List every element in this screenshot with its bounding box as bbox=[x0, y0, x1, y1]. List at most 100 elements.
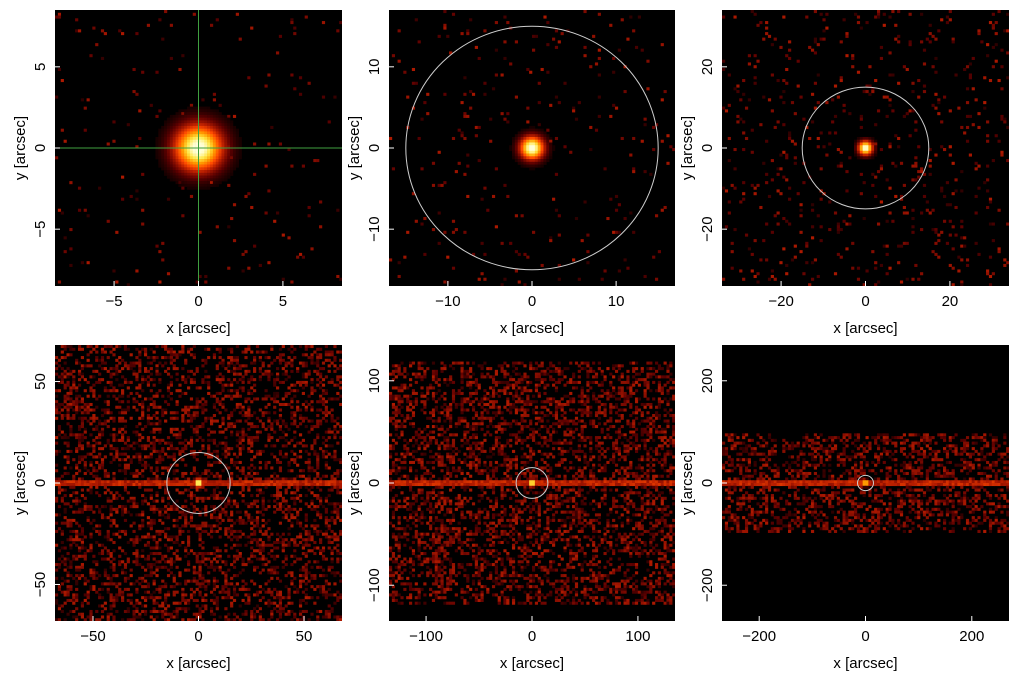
image-pixel bbox=[321, 383, 326, 387]
image-pixel bbox=[187, 488, 191, 492]
image-pixel bbox=[75, 29, 79, 33]
image-pixel bbox=[75, 535, 79, 539]
image-pixel bbox=[55, 480, 59, 484]
image-pixel bbox=[178, 150, 182, 154]
image-pixel bbox=[799, 214, 803, 218]
image-pixel bbox=[316, 510, 320, 514]
image-pixel bbox=[201, 552, 205, 556]
image-pixel bbox=[333, 356, 337, 360]
image-pixel bbox=[155, 394, 159, 398]
image-pixel bbox=[301, 361, 305, 365]
image-pixel bbox=[207, 444, 211, 448]
image-pixel bbox=[597, 73, 601, 77]
image-pixel bbox=[135, 145, 139, 149]
image-pixel bbox=[988, 255, 993, 259]
image-pixel bbox=[253, 411, 257, 415]
image-pixel bbox=[296, 408, 300, 412]
image-pixel bbox=[60, 488, 64, 492]
image-pixel bbox=[106, 356, 110, 360]
image-pixel bbox=[324, 529, 328, 533]
image-pixel bbox=[118, 427, 122, 431]
image-pixel bbox=[284, 491, 288, 495]
image-pixel bbox=[92, 554, 96, 558]
image-pixel bbox=[221, 161, 225, 165]
image-pixel bbox=[155, 148, 159, 152]
image-pixel bbox=[232, 136, 237, 141]
image-pixel bbox=[209, 134, 214, 138]
image-pixel bbox=[250, 538, 254, 542]
image-pixel bbox=[184, 463, 188, 467]
image-pixel bbox=[221, 156, 225, 160]
image-pixel bbox=[974, 167, 978, 171]
image-pixel bbox=[149, 552, 153, 556]
image-pixel bbox=[788, 197, 792, 201]
image-pixel bbox=[135, 505, 139, 509]
image-pixel bbox=[75, 521, 79, 525]
image-pixel bbox=[201, 397, 205, 401]
image-pixel bbox=[313, 540, 317, 545]
image-pixel bbox=[290, 361, 294, 365]
image-pixel bbox=[215, 156, 219, 160]
image-pixel bbox=[198, 496, 202, 500]
image-pixel bbox=[523, 283, 527, 286]
image-pixel bbox=[149, 389, 153, 393]
image-pixel bbox=[55, 367, 59, 371]
image-pixel bbox=[951, 225, 955, 229]
image-pixel bbox=[224, 532, 228, 536]
image-pixel bbox=[290, 18, 294, 22]
image-pixel bbox=[238, 145, 242, 149]
image-pixel bbox=[543, 131, 547, 135]
image-pixel bbox=[175, 389, 179, 393]
image-pixel bbox=[218, 112, 222, 116]
image-pixel bbox=[175, 477, 179, 481]
image-pixel bbox=[327, 502, 331, 506]
image-pixel bbox=[172, 145, 176, 149]
image-pixel bbox=[118, 430, 122, 434]
image-pixel bbox=[126, 347, 130, 351]
image-pixel bbox=[813, 258, 818, 262]
image-pixel bbox=[321, 532, 326, 536]
image-pixel bbox=[816, 145, 820, 149]
image-pixel bbox=[727, 159, 731, 163]
image-pixel bbox=[149, 518, 153, 522]
image-pixel bbox=[189, 483, 194, 487]
image-pixel bbox=[77, 345, 82, 349]
image-pixel bbox=[284, 513, 288, 517]
image-pixel bbox=[161, 471, 165, 476]
image-pixel bbox=[319, 400, 323, 404]
image-pixel bbox=[270, 549, 274, 553]
image-pixel bbox=[862, 150, 866, 154]
image-pixel bbox=[169, 161, 173, 165]
image-pixel bbox=[100, 433, 105, 437]
image-pixel bbox=[411, 106, 416, 110]
image-pixel bbox=[261, 546, 265, 550]
image-pixel bbox=[195, 369, 199, 373]
image-pixel bbox=[785, 54, 789, 58]
image-pixel bbox=[537, 134, 541, 138]
image-pixel bbox=[727, 211, 731, 215]
image-pixel bbox=[660, 43, 664, 47]
image-pixel bbox=[307, 372, 311, 376]
image-pixel bbox=[161, 164, 165, 168]
image-pixel bbox=[75, 394, 79, 398]
image-pixel bbox=[897, 10, 901, 14]
image-pixel bbox=[121, 389, 125, 393]
image-pixel bbox=[640, 139, 644, 143]
image-pixel bbox=[198, 513, 202, 517]
image-pixel bbox=[184, 139, 188, 143]
image-pixel bbox=[443, 280, 447, 284]
image-pixel bbox=[181, 378, 185, 382]
image-pixel bbox=[86, 483, 90, 487]
image-pixel bbox=[138, 361, 142, 365]
image-pixel bbox=[948, 203, 952, 207]
image-pixel bbox=[278, 483, 283, 487]
image-pixel bbox=[232, 389, 237, 393]
image-pixel bbox=[92, 416, 96, 420]
image-pixel bbox=[543, 15, 547, 19]
image-pixel bbox=[589, 125, 593, 129]
image-pixel bbox=[201, 106, 205, 110]
image-pixel bbox=[244, 364, 248, 368]
image-pixel bbox=[247, 483, 251, 487]
image-pixel bbox=[155, 364, 159, 368]
image-pixel bbox=[57, 402, 62, 407]
